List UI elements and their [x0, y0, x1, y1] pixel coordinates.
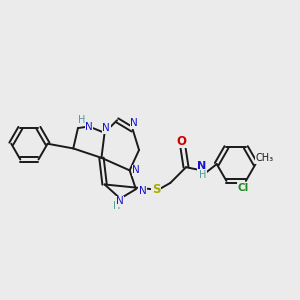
Text: Cl: Cl	[237, 183, 248, 193]
Text: O: O	[176, 135, 186, 148]
Text: N: N	[132, 165, 140, 176]
Text: N: N	[102, 123, 110, 133]
Text: N: N	[85, 122, 93, 131]
Text: H: H	[199, 170, 206, 180]
Text: N: N	[116, 196, 124, 206]
Text: CH₃: CH₃	[255, 154, 273, 164]
Text: H: H	[78, 115, 86, 124]
Text: N: N	[139, 186, 147, 196]
Text: N: N	[197, 161, 206, 171]
Text: H: H	[113, 201, 121, 212]
Text: N: N	[130, 118, 138, 128]
Text: S: S	[152, 183, 160, 196]
